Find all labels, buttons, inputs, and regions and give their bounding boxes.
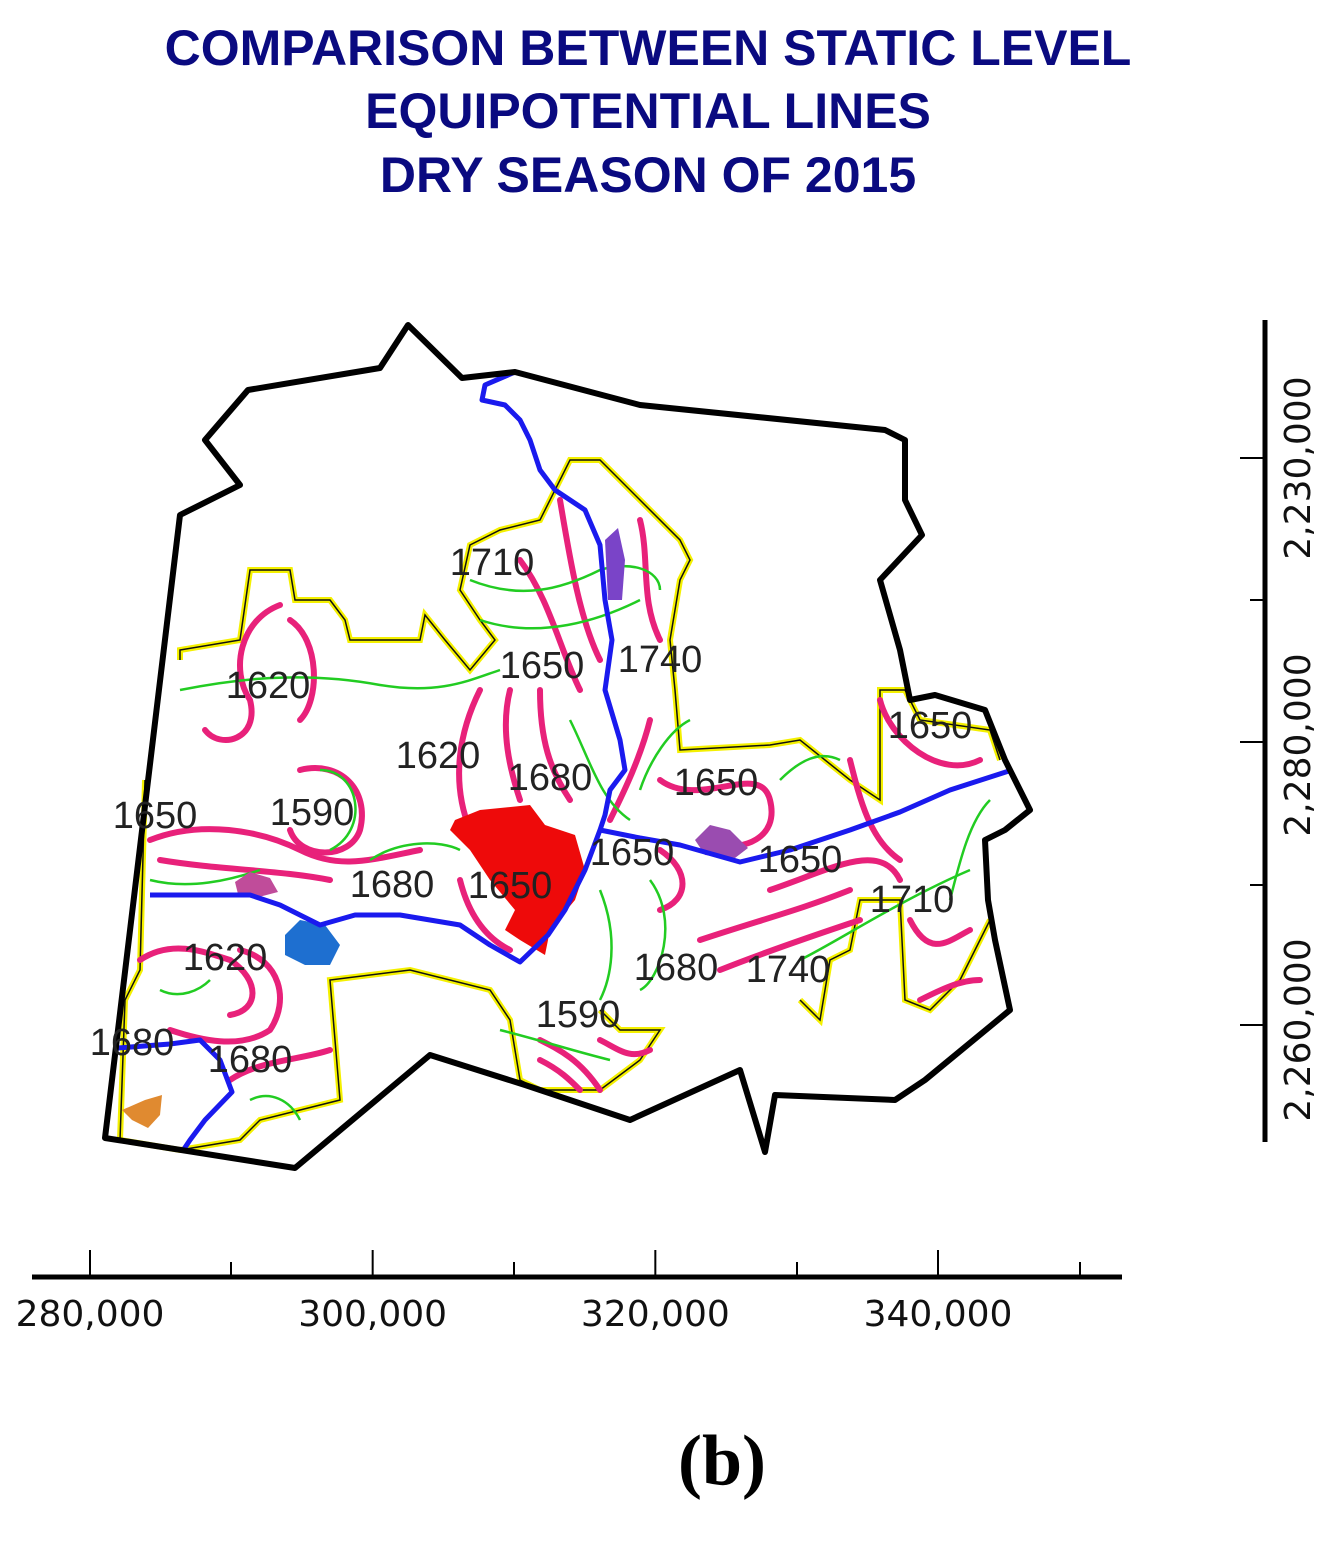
- contour-label: 1740: [618, 639, 703, 681]
- x-tick-label: 280,000: [16, 1294, 165, 1335]
- y-tick-label: 2,260,000: [1278, 938, 1319, 1121]
- y-ticks: 2,230,000 2,280,000 2,260,000: [1278, 376, 1319, 1121]
- x-ticks: 280,000 300,000 320,000 340,000: [16, 1250, 1013, 1335]
- contour-label: 1680: [208, 1039, 293, 1081]
- contour-label: 1650: [500, 645, 585, 687]
- contour-label: 1650: [674, 762, 759, 804]
- rivers: [117, 369, 1013, 1154]
- study-area-boundary: [102, 322, 1033, 1171]
- x-tick-label: 320,000: [581, 1294, 730, 1335]
- contour-label: 1650: [113, 795, 198, 837]
- contour-label: 1740: [746, 949, 831, 991]
- x-tick-label: 300,000: [298, 1294, 447, 1335]
- contour-label: 1650: [590, 832, 675, 874]
- contour-label: 1620: [183, 937, 268, 979]
- contour-label: 1620: [226, 665, 311, 707]
- equipotential-lines: [137, 497, 991, 1121]
- title-line: DRY SEASON OF 2015: [380, 147, 916, 203]
- y-tick-label: 2,280,000: [1278, 653, 1319, 836]
- x-tick-label: 340,000: [864, 1294, 1013, 1335]
- contour-label: 1680: [350, 864, 435, 906]
- contour-label: 1680: [634, 947, 719, 989]
- contour-label: 1710: [450, 542, 535, 584]
- contour-label: 1590: [270, 792, 355, 834]
- contour-label: 1650: [888, 705, 973, 747]
- caption: (b): [678, 1421, 766, 1501]
- contour-label: 1590: [536, 994, 621, 1036]
- contour-label: 1680: [508, 757, 593, 799]
- contour-label: 1650: [468, 865, 553, 907]
- contour-label: 1620: [396, 735, 481, 777]
- contour-label: 1710: [870, 879, 955, 921]
- y-axis: [1240, 320, 1268, 1142]
- urban-areas: [122, 528, 748, 1128]
- contour-label: 1680: [90, 1022, 175, 1064]
- contour-label: 1650: [758, 839, 843, 881]
- title-line: COMPARISON BETWEEN STATIC LEVEL: [165, 20, 1132, 76]
- contour-labels: 1710 1650 1740 1620 1620 1680 1650 1650 1650 1590…: [90, 542, 973, 1081]
- x-axis: [32, 1262, 1122, 1280]
- y-tick-label: 2,230,000: [1278, 376, 1319, 559]
- title-line: EQUIPOTENTIAL LINES: [365, 83, 931, 139]
